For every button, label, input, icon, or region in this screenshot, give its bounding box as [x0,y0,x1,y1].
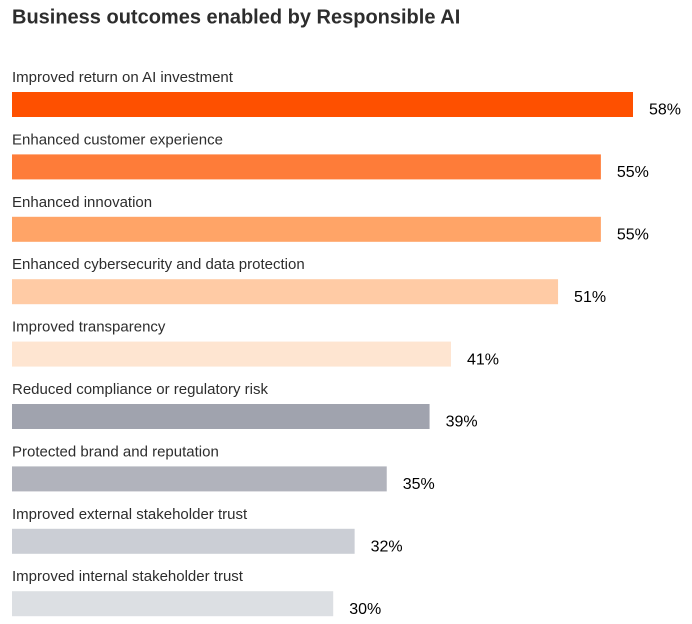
bar [12,154,601,180]
value-label: 55% [617,227,649,244]
category-label: Reduced compliance or regulatory risk [12,381,268,398]
bar [12,341,451,367]
value-label: 51% [574,289,606,306]
category-label: Enhanced cybersecurity and data protecti… [12,256,305,273]
value-label: 32% [371,539,403,556]
value-label: 35% [403,476,435,493]
bar [12,466,387,492]
value-label: 58% [649,102,681,119]
value-label: 41% [467,351,499,368]
category-label: Enhanced innovation [12,194,152,211]
value-label: 39% [446,414,478,431]
category-label: Protected brand and reputation [12,443,219,460]
bar [12,404,430,429]
category-label: Improved external stakeholder trust [12,506,248,523]
category-label: Improved internal stakeholder trust [12,568,244,585]
bar [12,528,355,554]
bar [12,216,601,242]
bar [12,92,633,117]
bar [12,591,334,617]
bar [12,279,559,305]
category-label: Improved transparency [12,319,166,336]
category-label: Enhanced customer experience [12,131,223,148]
value-label: 30% [349,601,381,618]
chart-title: Business outcomes enabled by Responsible… [12,6,460,28]
category-label: Improved return on AI investment [12,69,234,86]
value-label: 55% [617,164,649,181]
